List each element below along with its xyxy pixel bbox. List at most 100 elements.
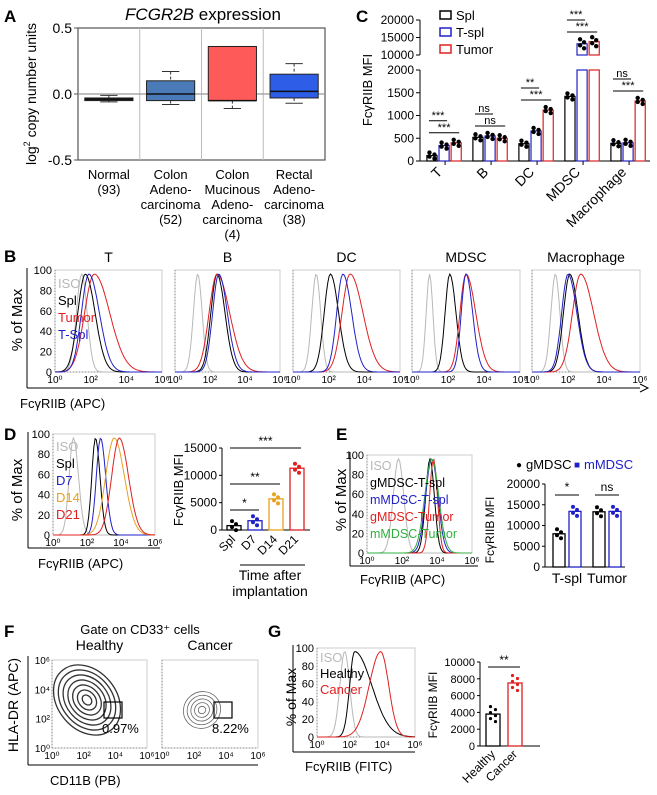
data-point: [510, 679, 515, 684]
legend-label: D21: [56, 507, 80, 522]
legend-label: Healthy: [320, 666, 365, 681]
histogram-tumor: [55, 273, 162, 373]
data-point: [234, 528, 238, 533]
data-point: [490, 136, 495, 142]
contour-level: [72, 684, 102, 716]
histogram-iso: [175, 273, 280, 373]
data-point: [611, 504, 615, 509]
histogram-tspl: [412, 273, 520, 373]
x-tick-label: 10⁶: [250, 751, 265, 762]
data-point: [230, 519, 234, 524]
data-point: [451, 141, 456, 146]
legend-label: ISO: [58, 276, 80, 291]
x-tick-label: MDSC: [543, 164, 583, 204]
box: [146, 80, 196, 102]
bar: [450, 142, 462, 162]
y-tick-label: 40: [302, 696, 314, 708]
histogram-spl: [532, 273, 640, 373]
significance-label: *: [565, 480, 570, 494]
contour-level: [81, 694, 93, 706]
data-point: [515, 676, 520, 681]
histogram-iso: [412, 274, 520, 373]
y-axis-label: % of Max: [9, 288, 26, 351]
x-tick-label: 10⁴: [119, 375, 134, 386]
legend-label: ISO: [370, 459, 392, 473]
category-label: carcinoma: [202, 212, 263, 227]
contour-level: [194, 702, 210, 718]
y-tick-label: 60: [352, 489, 364, 501]
x-tick-label: 10⁰: [167, 375, 182, 386]
y-tick-label: 100: [34, 265, 52, 277]
data-point: [456, 139, 461, 144]
bar: [426, 154, 438, 162]
data-point: [623, 137, 628, 142]
y-tick-label: 80: [352, 470, 364, 482]
panel-letter-c: C: [356, 7, 368, 26]
panel-e: 10⁰ 10² 10⁴ 10⁶ 0 20 40 60 80 100 ISO gMDSC-T-spl mM…: [333, 450, 633, 587]
data-point: [548, 106, 553, 112]
bar: [610, 142, 622, 162]
bar: [622, 142, 634, 162]
data-point: [251, 520, 255, 525]
panel-g: 10⁰ 10² 10⁴ 10⁶ 0 20 40 60 80 100 ISOHealthyCancer…: [283, 643, 540, 786]
x-tick-label: 10²: [76, 751, 91, 762]
data-point: [297, 464, 301, 469]
data-point: [427, 154, 432, 159]
y-tick-label: 500: [394, 131, 414, 145]
significance-label: *: [242, 496, 247, 510]
data-point: [297, 470, 301, 475]
bar: [289, 467, 305, 531]
category-label: Colon: [215, 167, 249, 182]
data-point: [485, 134, 490, 140]
y-tick-label: 60: [40, 306, 52, 318]
x-tick-label: 10⁴: [218, 751, 233, 762]
x-tick-label: DC: [512, 164, 538, 190]
y-tick-label: 0: [44, 530, 50, 542]
data-point: [575, 507, 579, 512]
panel-b-histograms: T 10⁰ 10² 10⁴ 10⁶ 0 20 40 60 80 100 B 10⁰ 10² 10⁴ 10⁶ DC…: [9, 249, 650, 411]
contour-level: [67, 679, 107, 721]
y-tick-label: 15000: [507, 498, 541, 512]
y-tick-label: 0: [407, 154, 414, 168]
legend-label: Spl: [456, 8, 475, 23]
data-point: [581, 46, 587, 51]
x-axis-label: FcγRIIB (APC): [360, 572, 445, 587]
x-axis-group-label: Time after: [239, 567, 302, 583]
data-point: [616, 144, 621, 149]
category-label: carcinoma: [141, 197, 202, 212]
y-tick-label: 8000: [451, 674, 475, 686]
gate-percentage: 0.97%: [102, 721, 139, 736]
significance-label: ***: [570, 9, 584, 21]
legend-label: ISO: [320, 650, 342, 665]
data-point: [543, 104, 548, 110]
y-tick-label: 100: [32, 429, 50, 441]
data-point: [575, 513, 579, 518]
y-axis-label: % of Max: [9, 458, 26, 521]
y-tick-label: 2000: [387, 63, 414, 77]
y-tick-label: 5000: [190, 496, 217, 510]
y-tick-label: 10000: [184, 468, 218, 482]
histogram-spl: [293, 273, 400, 373]
data-point: [611, 138, 616, 143]
x-tick-label: D21: [276, 532, 302, 558]
y-tick-label: 15000: [381, 31, 415, 45]
data-point: [478, 138, 483, 143]
data-point: [615, 507, 619, 512]
x-tick-label: 10⁴: [476, 375, 491, 386]
data-point: [623, 141, 628, 146]
y-tick-label: 0.0: [53, 86, 73, 102]
data-point: [536, 131, 541, 137]
x-axis-group-label: implantation: [232, 583, 308, 599]
data-point: [555, 527, 559, 532]
data-point: [555, 533, 559, 538]
category-label: (52): [159, 212, 182, 227]
y-tick-label: 100: [346, 450, 364, 462]
legend-label: Tumor: [456, 42, 494, 57]
y-axis-label: HLA-DR (APC): [5, 658, 21, 752]
contour-level: [57, 669, 117, 731]
data-point: [515, 688, 520, 693]
x-tick-label: 10⁶: [139, 751, 154, 762]
data-point: [611, 142, 616, 147]
